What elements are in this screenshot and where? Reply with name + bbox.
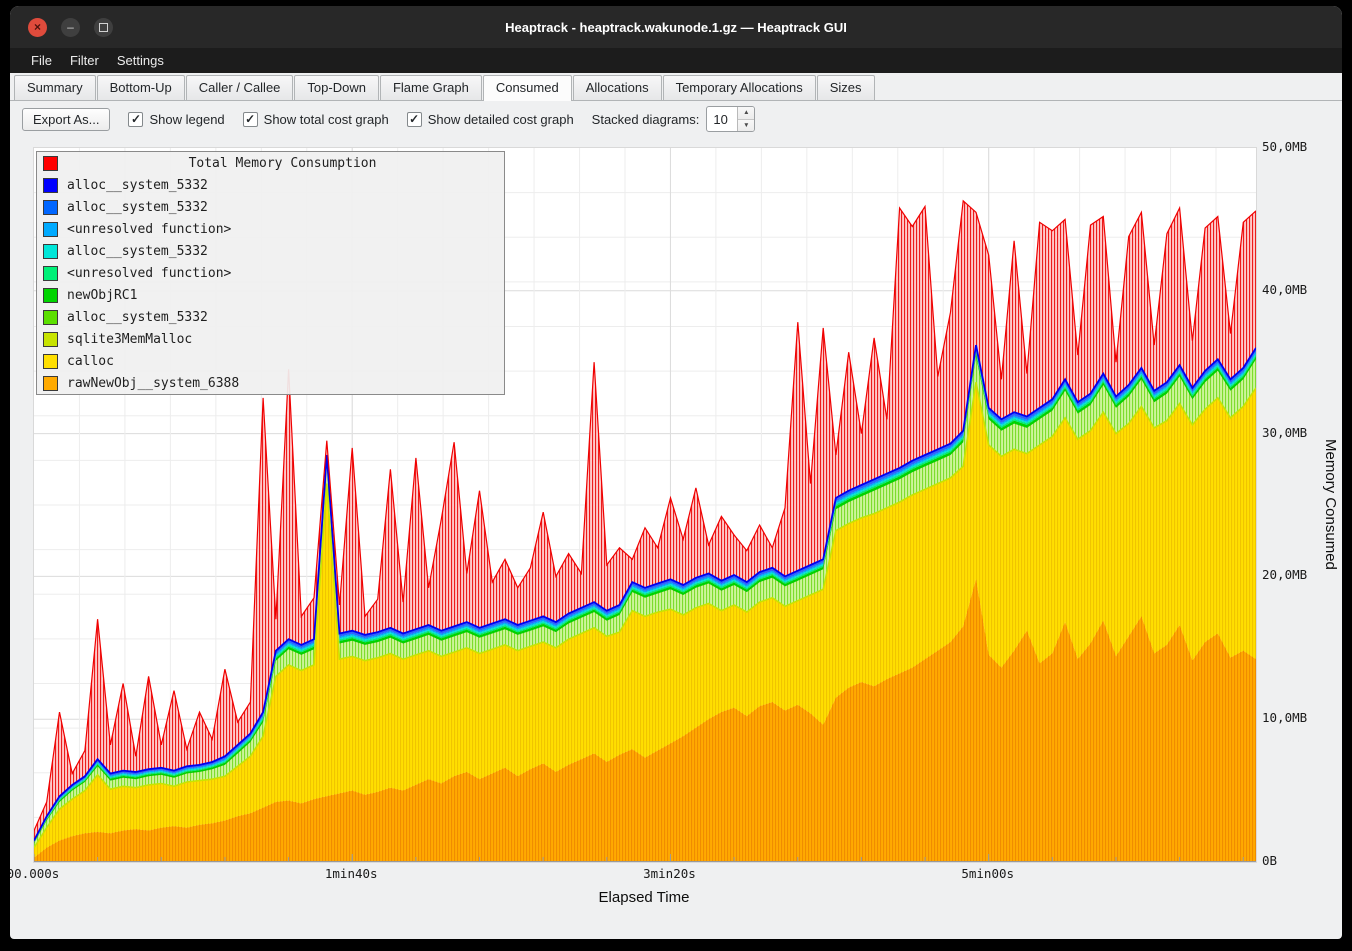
- tab-sizes[interactable]: Sizes: [816, 75, 875, 100]
- checkbox-label: Show legend: [149, 111, 225, 127]
- tab-summary[interactable]: Summary: [14, 75, 96, 100]
- titlebar[interactable]: × – Heaptrack - heaptrack.wakunode.1.gz …: [10, 6, 1342, 48]
- checkbox-show-total-cost-graph[interactable]: ✓ Show total cost graph: [242, 111, 389, 127]
- heaptrack-window: × – Heaptrack - heaptrack.wakunode.1.gz …: [10, 6, 1342, 939]
- tab-caller-callee[interactable]: Caller / Callee: [185, 75, 294, 100]
- checkbox-show-legend[interactable]: ✓ Show legend: [128, 111, 225, 127]
- stacked-diagrams-group: Stacked diagrams: 10 ▲ ▼: [592, 106, 756, 132]
- legend-swatch: [43, 221, 58, 237]
- check-glyph: ✓: [245, 112, 256, 126]
- legend-swatch: [43, 309, 58, 325]
- legend-swatch: [43, 265, 58, 281]
- minimize-icon: –: [67, 20, 74, 34]
- x-tick-label: 1min40s: [324, 866, 378, 881]
- menu-filter[interactable]: Filter: [69, 53, 99, 68]
- check-glyph: ✓: [130, 112, 142, 126]
- y-tick-label: 30,0MB: [1262, 424, 1308, 440]
- legend-label: alloc__system_5332: [67, 199, 208, 215]
- tab-bottom-up[interactable]: Bottom-Up: [96, 75, 185, 100]
- chart-plot: Total Memory Consumption alloc__system_53…: [33, 147, 1257, 863]
- x-tick-label: 00.000s: [10, 866, 60, 881]
- legend-label: alloc__system_5332: [67, 177, 208, 193]
- legend-title-row: Total Memory Consumption: [37, 152, 504, 174]
- tab-allocations[interactable]: Allocations: [572, 75, 662, 100]
- x-axis-title: Elapsed Time: [598, 889, 690, 906]
- legend-item: alloc__system_5332: [37, 196, 504, 218]
- y-tick-label: 0B: [1262, 852, 1278, 868]
- legend-swatch: [43, 199, 58, 215]
- legend-item: <unresolved function>: [37, 218, 504, 240]
- stacked-diagrams-spinbox[interactable]: 10 ▲ ▼: [706, 106, 756, 132]
- legend-label: calloc: [67, 353, 114, 369]
- legend-label: alloc__system_5332: [67, 309, 208, 325]
- legend-label: rawNewObj__system_6388: [67, 375, 240, 391]
- legend-item: calloc: [37, 350, 504, 372]
- toolbar: Export As... ✓ Show legend ✓ Show total …: [10, 101, 1342, 137]
- y-tick-label: 10,0MB: [1262, 709, 1308, 725]
- checkbox-icon: ✓: [128, 111, 144, 127]
- legend-item: <unresolved function>: [37, 262, 504, 284]
- tab-consumed[interactable]: Consumed: [482, 75, 572, 101]
- legend-swatch: [43, 243, 58, 259]
- menu-file[interactable]: File: [31, 53, 52, 68]
- chart-legend: Total Memory Consumption alloc__system_53…: [36, 151, 505, 395]
- checkbox-show-detailed-cost-graph[interactable]: ✓ Show detailed cost graph: [406, 111, 574, 127]
- legend-swatch: [43, 331, 58, 347]
- spin-buttons: ▲ ▼: [737, 107, 755, 131]
- legend-item: rawNewObj__system_6388: [37, 372, 504, 394]
- legend-item: alloc__system_5332: [37, 306, 504, 328]
- export-as-button[interactable]: Export As...: [22, 107, 111, 131]
- spin-up-button[interactable]: ▲: [738, 107, 755, 120]
- chart-area: Total Memory Consumption alloc__system_53…: [10, 137, 1342, 939]
- stacked-diagrams-label: Stacked diagrams:: [591, 111, 700, 127]
- legend-label: newObjRC1: [67, 287, 138, 303]
- checkbox-icon: ✓: [242, 111, 258, 127]
- memory-consumption-chart: [34, 148, 1256, 862]
- window-controls: × –: [28, 6, 113, 48]
- legend-swatch: [43, 375, 58, 391]
- legend-item: alloc__system_5332: [37, 240, 504, 262]
- tab-flame-graph[interactable]: Flame Graph: [379, 75, 482, 100]
- legend-swatch: [43, 287, 58, 303]
- spin-down-button[interactable]: ▼: [738, 119, 755, 131]
- y-tick-label: 20,0MB: [1262, 567, 1308, 583]
- maximize-button[interactable]: [94, 17, 113, 37]
- legend-label: Total Memory Consumption: [188, 155, 377, 171]
- legend-label: sqlite3MemMalloc: [67, 331, 193, 347]
- menu-settings[interactable]: Settings: [116, 53, 164, 68]
- check-glyph: ✓: [409, 112, 420, 126]
- legend-item: sqlite3MemMalloc: [37, 328, 504, 350]
- close-icon: ×: [33, 20, 41, 34]
- checkbox-label: Show detailed cost graph: [427, 111, 574, 127]
- y-tick-label: 50,0MB: [1262, 138, 1308, 154]
- legend-label: <unresolved function>: [67, 221, 232, 237]
- legend-swatch: [43, 353, 58, 369]
- legend-swatch: [43, 177, 58, 193]
- checkbox-icon: ✓: [406, 111, 422, 127]
- menubar: File Filter Settings: [10, 48, 1342, 73]
- x-tick-label: 5min00s: [961, 866, 1015, 881]
- legend-item: newObjRC1: [37, 284, 504, 306]
- window-title: Heaptrack - heaptrack.wakunode.1.gz — He…: [505, 19, 847, 35]
- close-button[interactable]: ×: [28, 17, 47, 37]
- y-axis-title: Memory Consumed: [1322, 438, 1339, 570]
- y-tick-label: 40,0MB: [1262, 281, 1308, 297]
- tab-temporary-allocations[interactable]: Temporary Allocations: [662, 75, 816, 100]
- checkbox-label: Show total cost graph: [263, 111, 389, 127]
- legend-item: alloc__system_5332: [37, 174, 504, 196]
- x-tick-label: 3min20s: [643, 866, 696, 881]
- legend-swatch: [43, 155, 58, 171]
- tab-bar: Summary Bottom-Up Caller / Callee Top-Do…: [10, 73, 1342, 101]
- spin-value: 10: [713, 111, 728, 127]
- minimize-button[interactable]: –: [61, 17, 80, 37]
- tab-top-down[interactable]: Top-Down: [294, 75, 379, 100]
- maximize-icon: [99, 22, 108, 32]
- legend-label: alloc__system_5332: [67, 243, 208, 259]
- legend-label: <unresolved function>: [67, 265, 232, 281]
